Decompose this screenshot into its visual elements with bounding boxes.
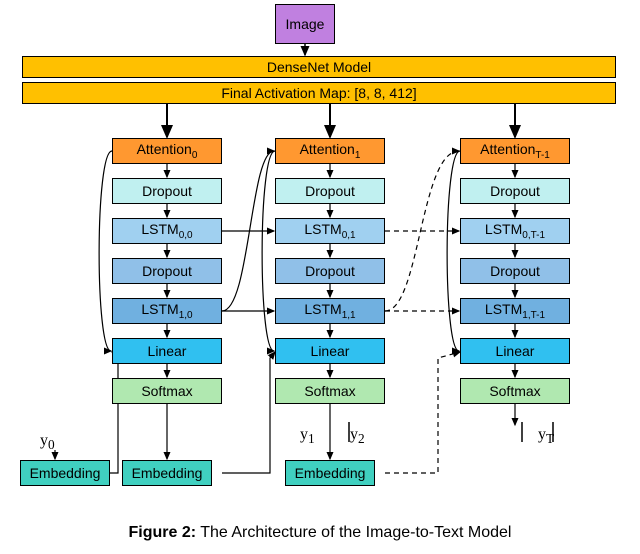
figure-caption: Figure 2: The Architecture of the Image-…	[0, 524, 640, 542]
lstm0-col0: LSTM0,0	[112, 218, 222, 244]
attention-col2: AttentionT-1	[460, 138, 570, 164]
dropout2-col2: Dropout	[460, 258, 570, 284]
image-label: Image	[286, 16, 325, 32]
embedding-0-label: Embedding	[30, 465, 101, 481]
y-out-2: yT	[538, 426, 554, 447]
attention-col1: Attention1	[275, 138, 385, 164]
activation-label: Final Activation Map: [8, 8, 412]	[221, 85, 416, 101]
attention-col0: Attention0	[112, 138, 222, 164]
y-out-0: y1	[300, 426, 315, 447]
linear-col1: Linear	[275, 338, 385, 364]
dropout2-col0: Dropout	[112, 258, 222, 284]
softmax-col0: Softmax	[112, 378, 222, 404]
lstm1-col0: LSTM1,0	[112, 298, 222, 324]
embedding-0: Embedding	[20, 460, 110, 486]
dropout1-col2: Dropout	[460, 178, 570, 204]
softmax-col2: Softmax	[460, 378, 570, 404]
dropout2-col1: Dropout	[275, 258, 385, 284]
lstm0-col2: LSTM0,T-1	[460, 218, 570, 244]
activation-block: Final Activation Map: [8, 8, 412]	[22, 82, 616, 104]
embedding-col0: Embedding	[122, 460, 212, 486]
dropout1-col0: Dropout	[112, 178, 222, 204]
linear-col2: Linear	[460, 338, 570, 364]
softmax-col1: Softmax	[275, 378, 385, 404]
densenet-label: DenseNet Model	[267, 59, 371, 75]
embedding-col1: Embedding	[285, 460, 375, 486]
y0-label: y0	[40, 432, 55, 453]
lstm1-col1: LSTM1,1	[275, 298, 385, 324]
y-out-1: y2	[350, 426, 365, 447]
linear-col0: Linear	[112, 338, 222, 364]
image-block: Image	[275, 4, 335, 44]
dropout1-col1: Dropout	[275, 178, 385, 204]
densenet-block: DenseNet Model	[22, 56, 616, 78]
lstm1-col2: LSTM1,T-1	[460, 298, 570, 324]
lstm0-col1: LSTM0,1	[275, 218, 385, 244]
